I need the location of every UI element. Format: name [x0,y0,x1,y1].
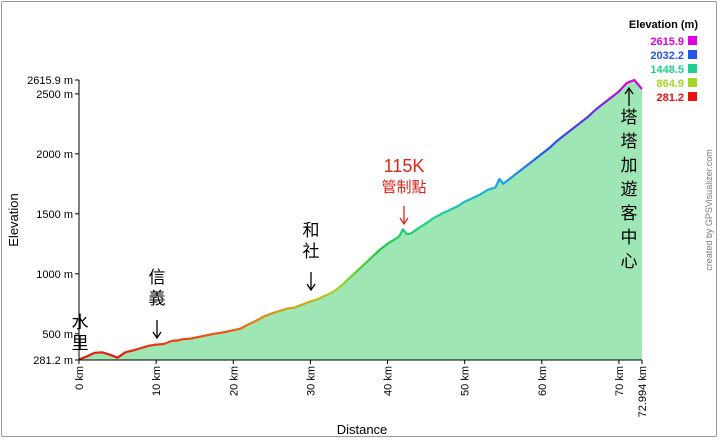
annotation-label: 水 [72,313,89,332]
annotation-arrowhead [399,217,409,226]
credit-text: created by GPSVisualizer.com [704,149,714,270]
x-tick-label: 60 km [537,366,549,396]
annotation-label: 塔 [621,132,638,151]
y-axis-title: Elevation [6,193,21,246]
annotation-label: 加 [621,156,638,175]
annotation-label: 心 [621,252,638,271]
x-tick-label: 50 km [460,366,472,396]
annotation-label: 社 [303,242,320,261]
y-tick-label: 2500 m [36,89,73,101]
axes [78,80,642,361]
annotation-label: 客 [621,204,638,223]
elevation-profile-line-0 [78,78,643,361]
plot-area [78,78,643,361]
x-tick-label: 70 km [614,366,626,396]
legend-swatch [688,78,697,87]
annotation-label: 信 [149,268,166,287]
legend-swatch [688,92,697,101]
x-tick-label: 30 km [305,366,317,396]
y-tick-label: 2615.9 m [27,75,73,87]
y-ticks: 281.2 m 500 m 1000 m 1500 m 2000 m 2500 m 2615… [27,75,79,367]
x-ticks: 0 km 10 km 20 km 30 km 40 km 50 km 60 km 70 km 7… [74,360,649,417]
y-tick-label: 500 m [42,329,73,341]
elevation-area-0 [79,80,642,360]
annotation-arrowhead [306,283,316,292]
legend-title: Elevation (m) [629,19,698,31]
annotation-label: 管制點 [381,179,426,196]
annotation-arrowhead [624,86,634,95]
legend-swatch [688,50,697,59]
legend-value: 2032.2 [650,50,684,62]
annotation-label: 115K [384,156,425,176]
legend-value: 864.9 [656,78,684,90]
x-axis-title: Distance [337,422,388,437]
legend-value: 281.2 [656,92,684,104]
y-tick-label: 1000 m [36,269,73,281]
annotation-label: 義 [149,289,166,308]
x-tick-label: 20 km [228,366,240,396]
legend-swatch [688,36,697,45]
y-tick-label: 1500 m [36,209,73,221]
legend-swatch [688,64,697,73]
x-tick-label: 40 km [383,366,395,396]
x-tick-label: 10 km [151,366,163,396]
color-legend: Elevation (m) 2615.9 2032.2 1448.5 864.9 281… [629,19,698,104]
x-tick-label: 72.994 km [637,366,649,417]
annotation-label: 和 [303,221,320,240]
x-tick-label: 0 km [74,366,86,390]
y-tick-label: 2000 m [36,149,73,161]
legend-value: 2615.9 [650,36,684,48]
annotation-label: 遊 [621,180,638,199]
annotation-label: 塔 [621,108,638,127]
annotation-arrowhead [152,331,162,340]
y-tick-label: 281.2 m [33,355,73,367]
annotation-label: 里 [72,334,89,353]
annotation-label: 中 [621,228,638,247]
legend-value: 1448.5 [650,64,684,76]
